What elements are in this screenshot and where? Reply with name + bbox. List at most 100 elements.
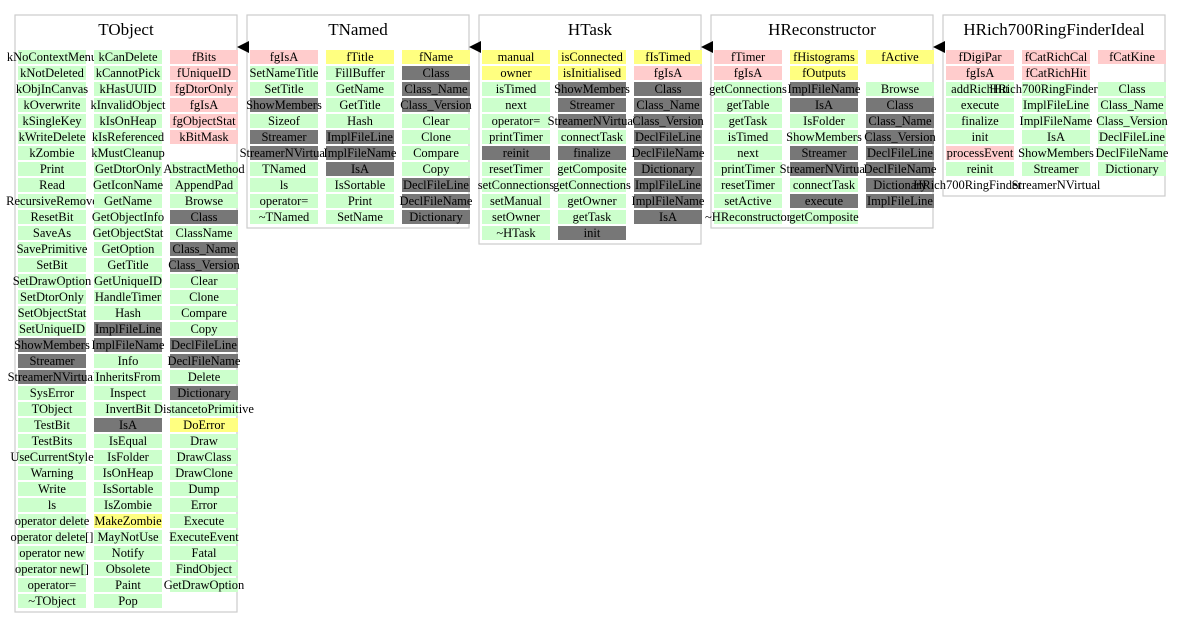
- cell-bg: [558, 82, 626, 96]
- member-name: StreamerNVirtual: [240, 146, 329, 160]
- member-cell: Pop: [94, 594, 162, 608]
- cell-bg: [946, 114, 1014, 128]
- cell-bg: [326, 130, 394, 144]
- cell-bg: [18, 498, 86, 512]
- cell-bg: [790, 146, 858, 160]
- cell-bg: [18, 306, 86, 320]
- member-name: Class_Version: [168, 258, 240, 272]
- cell-bg: [866, 146, 934, 160]
- member-cell: reinit: [482, 146, 550, 160]
- cell-bg: [482, 98, 550, 112]
- member-cell: SetTitle: [250, 82, 318, 96]
- cell-bg: [1022, 50, 1090, 64]
- cell-bg: [402, 178, 470, 192]
- cell-bg: [326, 146, 394, 160]
- cell-bg: [250, 114, 318, 128]
- member-name: FillBuffer: [335, 66, 386, 80]
- member-name: kNotDeleted: [20, 66, 85, 80]
- cell-bg: [790, 98, 858, 112]
- member-cell: Dictionary: [170, 386, 238, 400]
- member-name: GetOption: [102, 242, 156, 256]
- member-cell: fBits: [170, 50, 238, 64]
- cell-bg: [170, 130, 238, 144]
- member-name: TNamed: [262, 162, 306, 176]
- cell-bg: [170, 546, 238, 560]
- member-name: ~HTask: [496, 226, 536, 240]
- member-name: fgIsA: [654, 66, 682, 80]
- member-cell: GetTitle: [94, 258, 162, 272]
- member-cell: IsA: [326, 162, 394, 176]
- cell-bg: [1098, 114, 1166, 128]
- member-cell: SaveAs: [18, 226, 86, 240]
- member-cell: ExecuteEvent: [169, 530, 239, 544]
- member-name: Dictionary: [177, 386, 231, 400]
- member-cell: resetTimer: [482, 162, 550, 176]
- cell-bg: [326, 66, 394, 80]
- member-name: getTable: [727, 98, 770, 112]
- member-cell: Class_Name: [634, 98, 702, 112]
- class-title: TNamed: [328, 20, 388, 39]
- member-cell: kIsReferenced: [92, 130, 165, 144]
- member-name: UseCurrentStyle: [10, 450, 94, 464]
- member-name: fCatRichHit: [1025, 66, 1087, 80]
- member-name: DrawClone: [175, 466, 233, 480]
- member-name: ImplFileName: [632, 194, 705, 208]
- cell-bg: [170, 178, 238, 192]
- member-cell: kIsOnHeap: [94, 114, 162, 128]
- member-cell: DeclFileLine: [1098, 130, 1166, 144]
- member-name: Browse: [185, 194, 224, 208]
- member-name: isConnected: [561, 50, 624, 64]
- member-cell: ~HReconstructor: [705, 210, 792, 224]
- member-name: DrawClass: [177, 450, 232, 464]
- member-cell: ImplFileName: [92, 338, 165, 352]
- cell-bg: [866, 50, 934, 64]
- member-name: kMustCleanup: [91, 146, 165, 160]
- member-name: reinit: [503, 146, 530, 160]
- member-name: HRich700RingFinderIdeal: [913, 178, 1047, 192]
- member-cell: kBitMask: [170, 130, 238, 144]
- member-cell: operator new: [18, 546, 86, 560]
- member-name: DistancetoPrimitive: [154, 402, 254, 416]
- member-cell: isTimed: [714, 130, 782, 144]
- member-name: operator=: [28, 578, 77, 592]
- cell-bg: [402, 114, 470, 128]
- member-name: GetDtorOnly: [95, 162, 162, 176]
- member-name: kBitMask: [179, 130, 229, 144]
- cell-bg: [790, 114, 858, 128]
- cell-bg: [94, 450, 162, 464]
- member-cell: Dictionary: [866, 178, 934, 192]
- member-cell: GetIconName: [93, 178, 164, 192]
- member-cell: IsSortable: [94, 482, 162, 496]
- cell-bg: [634, 82, 702, 96]
- cell-bg: [94, 418, 162, 432]
- cell-bg: [94, 258, 162, 272]
- member-name: GetTitle: [339, 98, 381, 112]
- member-cell: GetName: [94, 194, 162, 208]
- member-name: IsA: [659, 210, 677, 224]
- member-cell: getTable: [714, 98, 782, 112]
- member-name: fActive: [881, 50, 919, 64]
- member-cell: GetObjectInfo: [92, 210, 164, 224]
- cell-bg: [634, 98, 702, 112]
- member-cell: operator delete: [15, 514, 90, 528]
- cell-bg: [714, 162, 782, 176]
- member-cell: fIsTimed: [634, 50, 702, 64]
- member-name: DeclFileLine: [635, 130, 701, 144]
- cell-bg: [170, 226, 238, 240]
- member-name: SetName: [337, 210, 383, 224]
- member-cell: fgIsA: [634, 66, 702, 80]
- member-cell: Hash: [94, 306, 162, 320]
- member-cell: isConnected: [558, 50, 626, 64]
- member-name: Warning: [31, 466, 74, 480]
- member-cell: RecursiveRemove: [6, 194, 98, 208]
- cell-bg: [94, 482, 162, 496]
- cell-bg: [714, 194, 782, 208]
- cell-bg: [94, 514, 162, 528]
- cell-bg: [170, 498, 238, 512]
- member-cell: IsA: [1022, 130, 1090, 144]
- member-cell: Dump: [170, 482, 238, 496]
- member-cell: ShowMembers: [786, 130, 862, 144]
- cell-bg: [170, 466, 238, 480]
- cell-bg: [250, 82, 318, 96]
- member-cell: Clone: [170, 290, 238, 304]
